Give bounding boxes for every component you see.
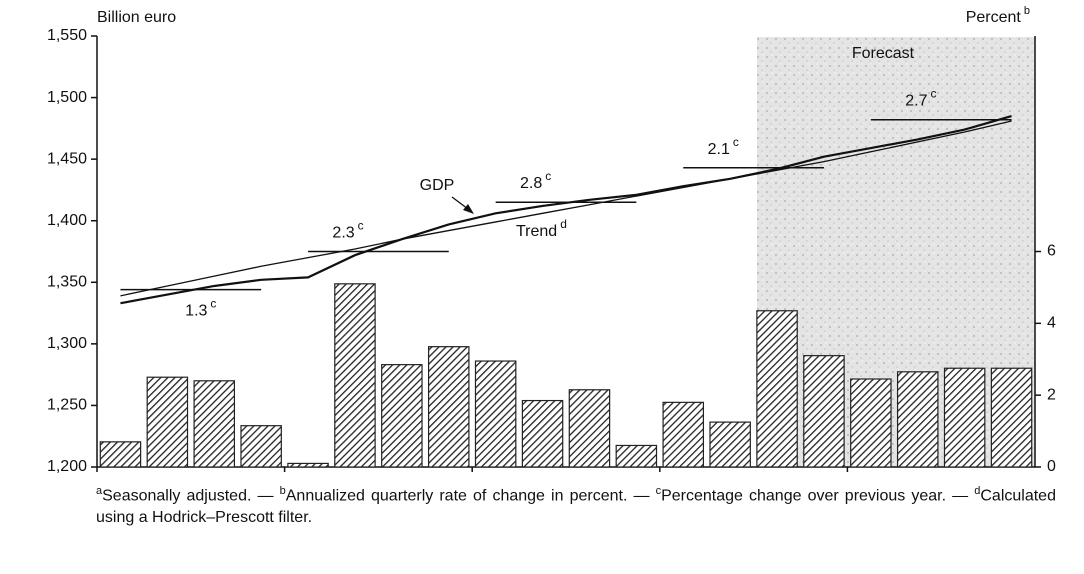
bar	[990, 367, 1033, 468]
footnote-text: Annualized quarterly rate of change in p…	[285, 487, 650, 505]
forecast-label: Forecast	[852, 45, 915, 62]
bar	[850, 378, 892, 468]
bar	[287, 462, 329, 468]
bar	[662, 401, 705, 468]
annual-change-label: 2.1 c	[708, 135, 739, 158]
annual-change-label: 2.7 c	[905, 87, 936, 110]
annual-change-label: 1.3 c	[185, 297, 216, 320]
bar	[99, 441, 142, 468]
annual-change-label: 2.8 c	[520, 169, 551, 192]
trend-label: Trend d	[516, 217, 567, 240]
bar	[756, 310, 798, 468]
y2-axis-note: b	[1024, 5, 1030, 17]
y-axis-label: Billion euro	[97, 9, 176, 26]
annual-change-note: c	[545, 169, 551, 183]
footnotes: aSeasonally adjusted. — bAnnualized quar…	[96, 480, 1056, 529]
y2-axis-label-text: Percent	[966, 9, 1022, 26]
bar	[709, 421, 751, 468]
y-tick-label: 1,250	[47, 397, 87, 414]
chart: Forecast Billion euro Percent b 1,2001,25…	[47, 5, 1056, 500]
annual-change-value: 2.3	[332, 225, 354, 242]
bar	[146, 376, 189, 468]
trend-note: d	[560, 217, 567, 231]
annual-change-note: c	[210, 297, 216, 311]
annual-change-label: 2.3 c	[332, 219, 363, 242]
annual-change-value: 2.1	[708, 141, 730, 158]
annual-change-value: 2.7	[905, 93, 927, 110]
y-tick-label: 1,450	[47, 150, 87, 167]
bar	[803, 355, 845, 468]
footnote-mark: a	[96, 485, 103, 497]
annual-change-value: 2.8	[520, 175, 542, 192]
bar	[240, 425, 282, 468]
footnote-mark: d	[974, 485, 981, 497]
footnote-mark: c	[655, 485, 662, 497]
y2-axis-label: Percent b	[966, 5, 1030, 26]
footnote-text: Percentage change over previous year. —	[661, 487, 969, 505]
bar	[896, 371, 939, 468]
y-tick-label: 1,350	[47, 274, 87, 291]
gdp-label: GDP	[420, 177, 455, 194]
line-2	[120, 120, 1012, 297]
y-tick-label: 1,300	[47, 335, 87, 352]
footnote-text: Seasonally adjusted. —	[102, 487, 274, 505]
y2-tick-label: 4	[1047, 315, 1056, 332]
bar	[615, 444, 658, 468]
y2-tick-label: 6	[1047, 243, 1056, 260]
bar	[943, 367, 986, 468]
annual-change-note: c	[930, 87, 936, 101]
y-tick-label: 1,200	[47, 458, 87, 475]
bar	[334, 283, 376, 468]
bar	[521, 399, 564, 468]
annual-change-value: 1.3	[185, 303, 207, 320]
bar	[474, 360, 517, 468]
trend-name: Trend	[516, 223, 557, 240]
bar	[381, 364, 423, 468]
bar	[193, 380, 236, 468]
y-tick-label: 1,550	[47, 27, 87, 44]
annual-change-note: c	[733, 135, 739, 149]
footnote-mark: b	[279, 485, 286, 497]
gdp-arrowhead	[463, 204, 474, 214]
annual-change-note: c	[358, 219, 364, 233]
bar	[427, 346, 470, 468]
footnote-text: Calculated using a Hodrick–Prescott filt…	[96, 487, 1056, 527]
y-tick-label: 1,400	[47, 212, 87, 229]
bar	[568, 389, 611, 468]
y-tick-label: 1,500	[47, 89, 87, 106]
y2-tick-label: 0	[1047, 458, 1056, 475]
y2-tick-label: 2	[1047, 386, 1056, 403]
